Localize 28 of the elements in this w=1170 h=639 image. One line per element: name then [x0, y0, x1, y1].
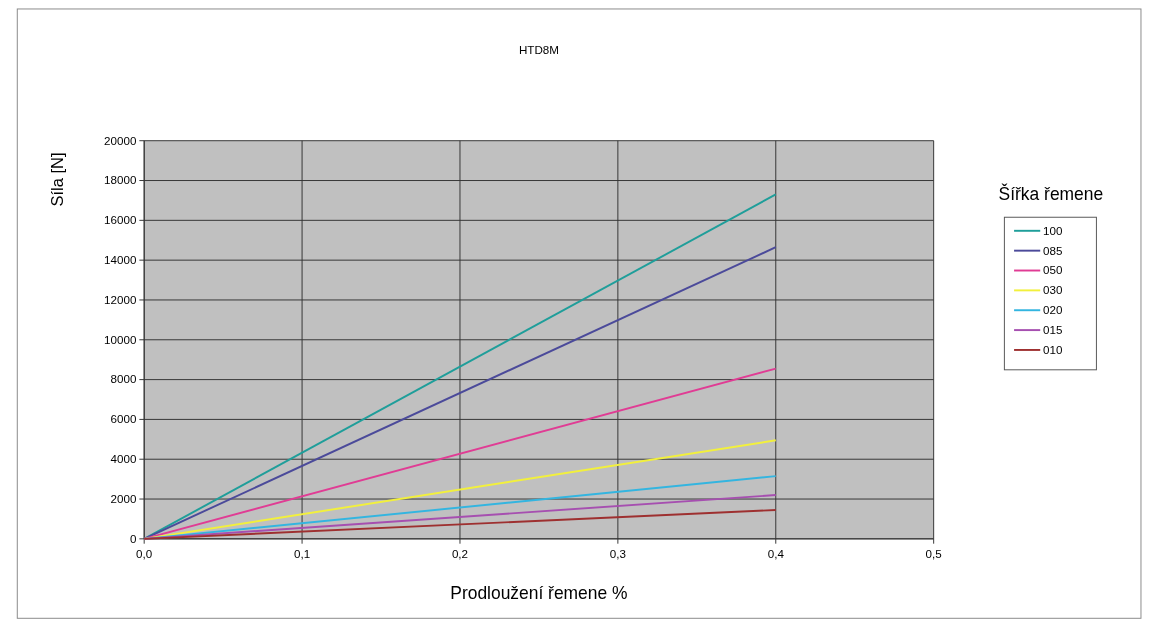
y-tick-label: 2000 [110, 491, 137, 505]
legend-label: 015 [1043, 322, 1063, 336]
y-axis-title: Síla [N] [47, 152, 66, 207]
x-tick-label: 0,5 [925, 547, 942, 561]
x-tick-label: 0,3 [609, 547, 626, 561]
y-tick-label: 10000 [104, 332, 137, 346]
legend-title: Šířka řemene [998, 182, 1104, 204]
x-axis-title: Prodloužení řemene % [450, 582, 628, 603]
x-tick-label: 0,1 [294, 547, 311, 561]
legend-label: 030 [1043, 283, 1063, 297]
y-tick-label: 18000 [104, 173, 137, 187]
x-tick-label: 0,0 [136, 547, 153, 561]
legend-label: 010 [1043, 342, 1063, 356]
y-tick-label: 8000 [110, 372, 137, 386]
y-tick-label: 20000 [104, 133, 137, 147]
chart-title: HTD8M [518, 43, 559, 57]
x-tick-label: 0,2 [451, 547, 469, 561]
y-tick-label: 0 [129, 531, 137, 545]
y-tick-label: 6000 [110, 412, 137, 426]
legend-label: 085 [1043, 243, 1063, 257]
y-tick-label: 12000 [104, 292, 137, 306]
legend-label: 050 [1043, 263, 1063, 277]
legend-label: 100 [1043, 223, 1063, 237]
y-tick-label: 4000 [110, 452, 137, 466]
y-tick-label: 14000 [104, 253, 137, 267]
y-tick-label: 16000 [104, 213, 137, 227]
legend-label: 020 [1043, 303, 1063, 317]
x-tick-label: 0,4 [767, 547, 785, 561]
